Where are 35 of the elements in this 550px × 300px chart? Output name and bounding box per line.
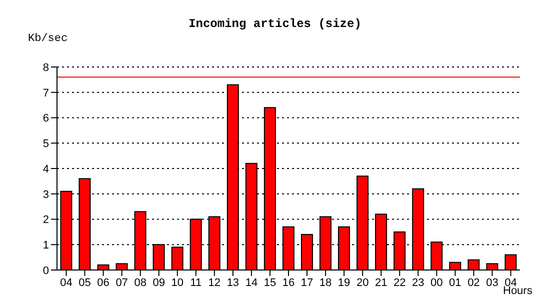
x-tick-label: 15 <box>264 276 276 289</box>
y-tick-label: 2 <box>42 214 49 226</box>
y-tick-label: 8 <box>42 62 49 74</box>
x-tick-label: 21 <box>374 276 388 289</box>
y-axis-title: Kb/sec <box>28 33 68 45</box>
x-tick-label: 18 <box>319 276 332 289</box>
x-tick-label: 05 <box>78 276 91 289</box>
x-tick-label: 23 <box>412 276 424 289</box>
x-tick-label: 01 <box>449 276 462 289</box>
y-tick-label: 4 <box>42 163 49 176</box>
x-tick-label: 17 <box>300 276 314 289</box>
x-tick-label: 04 <box>60 276 72 289</box>
x-tick-label: 20 <box>356 276 369 289</box>
x-tick-label: 02 <box>468 276 480 289</box>
x-tick-label: 22 <box>393 276 406 289</box>
chart-title: Incoming articles (size) <box>188 17 362 31</box>
x-tick-label: 12 <box>208 276 221 289</box>
y-tick-label: 1 <box>42 240 49 252</box>
x-tick-label: 03 <box>486 276 498 289</box>
y-tick-label: 3 <box>42 188 49 201</box>
y-tick-label: 5 <box>42 138 49 150</box>
x-tick-label: 19 <box>338 276 350 289</box>
x-tick-label: 07 <box>116 276 128 289</box>
x-tick-label: 16 <box>282 276 295 289</box>
y-tick-label: 6 <box>42 112 49 125</box>
y-tick-label: 0 <box>42 264 49 277</box>
x-tick-label: 14 <box>245 276 258 289</box>
x-tick-label: 10 <box>171 276 184 289</box>
x-tick-label: 06 <box>97 276 110 289</box>
x-tick-label: 00 <box>430 276 443 289</box>
y-tick-label: 7 <box>42 87 49 100</box>
x-tick-label: 11 <box>190 276 202 289</box>
x-tick-label: 13 <box>226 276 240 289</box>
x-tick-label: 08 <box>134 276 146 289</box>
x-tick-label: 09 <box>152 276 165 289</box>
